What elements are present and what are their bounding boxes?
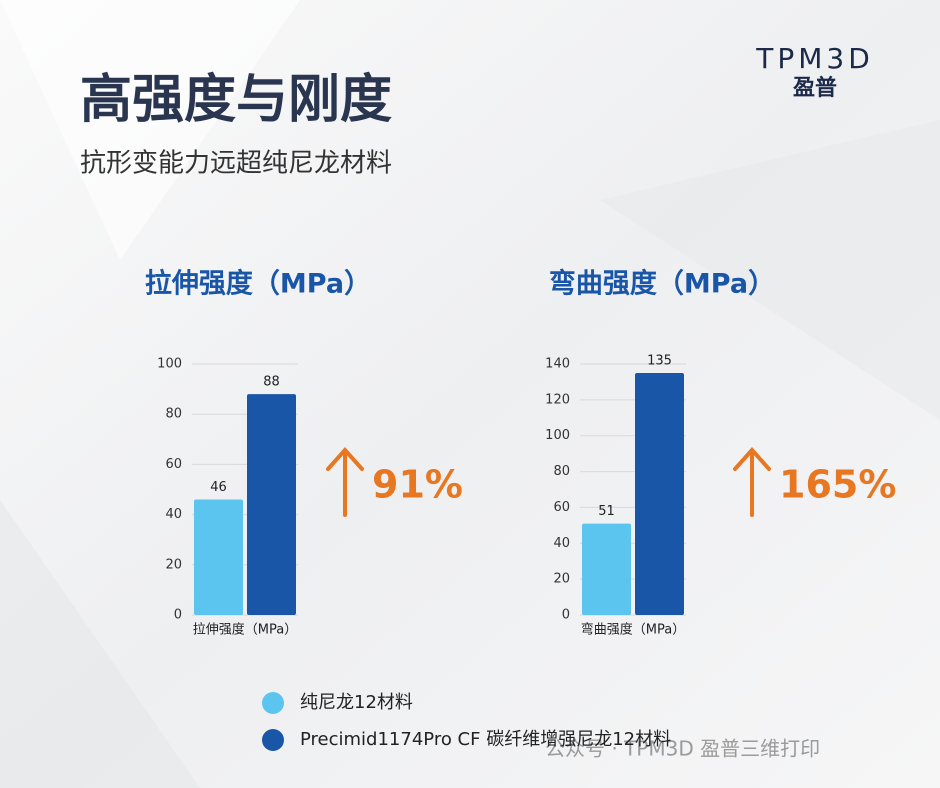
legend-label: 纯尼龙12材料 — [300, 692, 413, 713]
value-label: 88 — [263, 375, 280, 390]
x-tick-label: 拉伸强度（MPa） — [193, 622, 297, 638]
bg-facet — [0, 500, 200, 788]
y-tick-label: 80 — [553, 464, 570, 479]
value-label: 46 — [210, 480, 227, 495]
bar — [247, 394, 296, 615]
legend-swatch — [262, 692, 284, 714]
x-tick-label: 弯曲强度（MPa） — [581, 622, 685, 638]
legend-swatch — [262, 729, 284, 751]
up-arrow — [733, 447, 771, 517]
value-label: 51 — [598, 504, 615, 519]
chart-title: 弯曲强度（MPa） — [549, 268, 775, 300]
bar — [194, 499, 243, 615]
bar — [582, 523, 631, 615]
y-tick-label: 40 — [553, 536, 570, 551]
y-tick-label: 120 — [545, 392, 570, 407]
y-tick-label: 40 — [165, 507, 182, 522]
bg-facet — [600, 120, 940, 420]
logo-subtext: 盈普 — [792, 75, 837, 101]
y-tick-label: 100 — [157, 357, 182, 372]
annotation: 91% — [372, 463, 463, 507]
y-tick-label: 20 — [165, 557, 182, 572]
bg-facet — [0, 0, 300, 260]
y-tick-label: 140 — [545, 357, 570, 372]
watermark: 公众号 · TPM3D 盈普三维打印 — [545, 737, 820, 761]
bar — [635, 372, 684, 615]
page-title: 高强度与刚度 — [80, 70, 392, 130]
y-tick-label: 60 — [165, 457, 182, 472]
chart-title: 拉伸强度（MPa） — [145, 268, 371, 300]
page-subtitle: 抗形变能力远超纯尼龙材料 — [80, 149, 392, 179]
y-tick-label: 0 — [174, 608, 182, 623]
legend-label: Precimid1174Pro CF 碳纤维增强尼龙12材料 — [300, 729, 671, 750]
y-tick-label: 80 — [165, 407, 182, 422]
value-label: 135 — [647, 353, 672, 368]
logo-text: TPM3D — [755, 42, 874, 75]
y-tick-label: 20 — [553, 572, 570, 587]
y-tick-label: 0 — [562, 608, 570, 623]
y-tick-label: 60 — [553, 500, 570, 515]
annotation: 165% — [779, 463, 896, 507]
up-arrow — [326, 447, 364, 517]
y-tick-label: 100 — [545, 428, 570, 443]
